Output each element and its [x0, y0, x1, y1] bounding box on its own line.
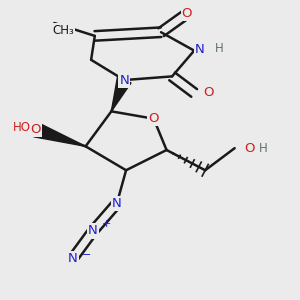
- Text: O: O: [31, 123, 41, 136]
- Text: O: O: [182, 7, 192, 20]
- Text: −: −: [82, 250, 91, 260]
- Text: H: H: [259, 142, 267, 155]
- Text: +: +: [102, 219, 112, 229]
- Text: O: O: [203, 86, 214, 100]
- Polygon shape: [111, 77, 131, 111]
- Text: N: N: [119, 74, 129, 87]
- Text: N: N: [68, 252, 78, 265]
- Text: HO: HO: [12, 122, 30, 134]
- Text: N: N: [88, 224, 98, 238]
- Text: H: H: [214, 42, 223, 55]
- Text: O: O: [244, 142, 254, 155]
- Text: N: N: [112, 197, 122, 210]
- Text: O: O: [148, 112, 159, 125]
- Text: CH₃: CH₃: [53, 24, 74, 37]
- Text: N: N: [195, 44, 205, 56]
- Polygon shape: [34, 123, 86, 146]
